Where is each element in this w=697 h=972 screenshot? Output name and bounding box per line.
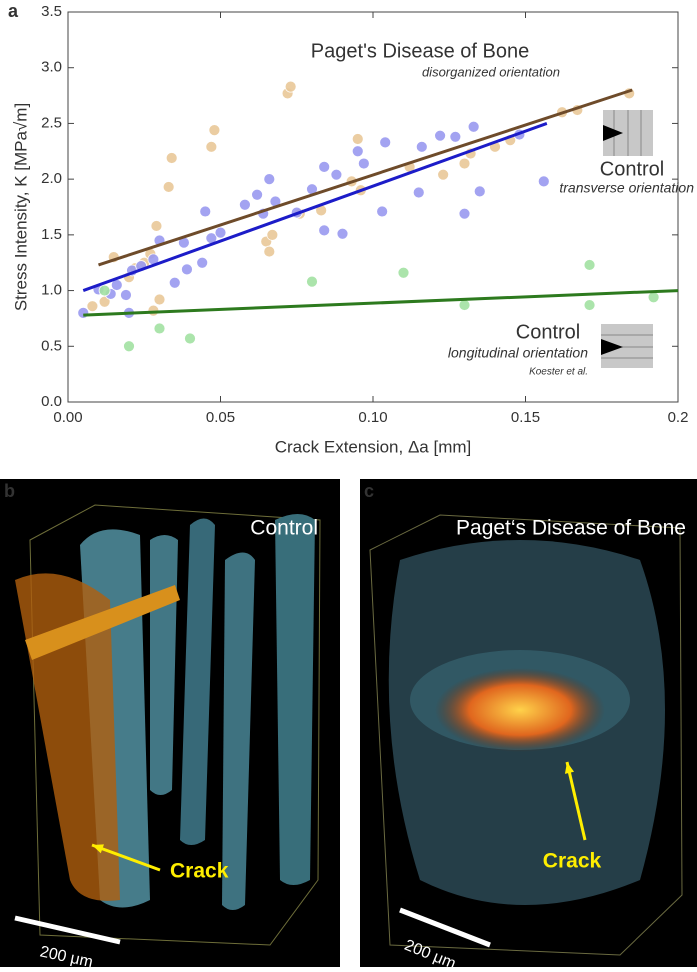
crack-label: Crack xyxy=(543,850,602,873)
inset-longitudinal xyxy=(601,324,653,368)
y-tick-label: 2.0 xyxy=(41,170,62,187)
point xyxy=(415,140,428,153)
point xyxy=(351,145,364,158)
x-tick-label: 0.10 xyxy=(358,409,387,426)
annotation: disorganized orientation xyxy=(422,64,560,79)
point xyxy=(168,276,181,289)
fit-line xyxy=(98,88,633,267)
y-tick-label: 0.5 xyxy=(41,337,62,354)
point xyxy=(458,157,471,170)
point xyxy=(351,133,364,145)
point xyxy=(199,205,212,218)
fit-line xyxy=(82,122,548,292)
scale-bar xyxy=(399,907,491,948)
annotation: Control xyxy=(516,321,580,343)
point xyxy=(165,152,178,164)
point xyxy=(162,181,175,193)
point xyxy=(181,263,193,276)
point xyxy=(318,224,331,237)
point xyxy=(336,227,349,240)
point xyxy=(379,136,392,149)
point xyxy=(583,299,596,311)
point xyxy=(397,266,410,279)
panel-label: c xyxy=(364,481,374,501)
y-tick-label: 1.0 xyxy=(41,282,62,299)
panel-c-render xyxy=(369,514,683,956)
crack-arrowhead xyxy=(92,844,104,854)
point xyxy=(412,186,425,199)
point xyxy=(473,185,486,198)
point xyxy=(318,160,331,173)
panel-title: Paget‘s Disease of Bone xyxy=(456,517,686,540)
x-tick-label: 0.05 xyxy=(206,409,235,426)
point xyxy=(458,299,471,311)
panel-title: Control xyxy=(250,517,318,540)
point xyxy=(153,322,166,335)
point xyxy=(330,168,343,181)
inset-transverse xyxy=(603,110,653,156)
annotation: transverse orientation xyxy=(559,180,694,196)
scale-bar xyxy=(14,915,121,945)
point xyxy=(98,284,111,297)
crack-label: Crack xyxy=(170,860,229,883)
annotation: Control xyxy=(600,158,664,180)
point xyxy=(266,228,279,241)
panel-b-render xyxy=(15,504,321,946)
x-axis-label: Crack Extension, Δa [mm] xyxy=(275,437,472,456)
point xyxy=(150,220,163,232)
point xyxy=(120,289,132,301)
point xyxy=(537,175,550,188)
point xyxy=(376,205,389,218)
plot-frame xyxy=(67,11,679,403)
y-tick-label: 3.5 xyxy=(41,3,62,20)
y-tick-label: 2.5 xyxy=(41,114,62,131)
point xyxy=(583,259,596,271)
x-tick-label: 0.00 xyxy=(53,409,82,426)
panel-label: b xyxy=(4,481,15,501)
point xyxy=(449,130,462,143)
point xyxy=(357,157,370,170)
point xyxy=(77,306,90,319)
y-tick-label: 1.5 xyxy=(41,226,62,243)
x-tick-label: 0.2 xyxy=(668,409,689,426)
annotation: Paget's Disease of Bone xyxy=(311,40,529,62)
point xyxy=(214,226,227,239)
point xyxy=(123,340,135,353)
point xyxy=(263,173,276,186)
point xyxy=(263,245,276,258)
y-tick-label: 3.0 xyxy=(41,59,62,76)
point xyxy=(437,168,450,181)
point xyxy=(306,275,318,288)
point xyxy=(196,256,209,269)
point xyxy=(467,120,480,133)
crack-arrowhead xyxy=(564,762,575,774)
panel-label: a xyxy=(8,1,19,21)
point xyxy=(205,140,218,153)
y-axis-label: Stress Intensity, K [MPa√m] xyxy=(11,103,30,311)
y-tick-label: 0.0 xyxy=(41,393,62,410)
x-tick-label: 0.15 xyxy=(511,409,540,426)
crack-arrow xyxy=(565,761,587,841)
point xyxy=(208,124,221,137)
point xyxy=(284,80,297,93)
point xyxy=(184,332,196,345)
annotation: Koester et al. xyxy=(529,367,588,378)
point xyxy=(86,300,99,313)
point xyxy=(434,129,447,142)
crack-arrow xyxy=(91,843,161,872)
point xyxy=(251,188,264,201)
annotation: longitudinal orientation xyxy=(448,345,588,361)
point xyxy=(647,291,660,304)
point xyxy=(153,293,166,306)
point xyxy=(238,198,251,211)
fit-line xyxy=(83,289,679,317)
point xyxy=(458,207,471,220)
